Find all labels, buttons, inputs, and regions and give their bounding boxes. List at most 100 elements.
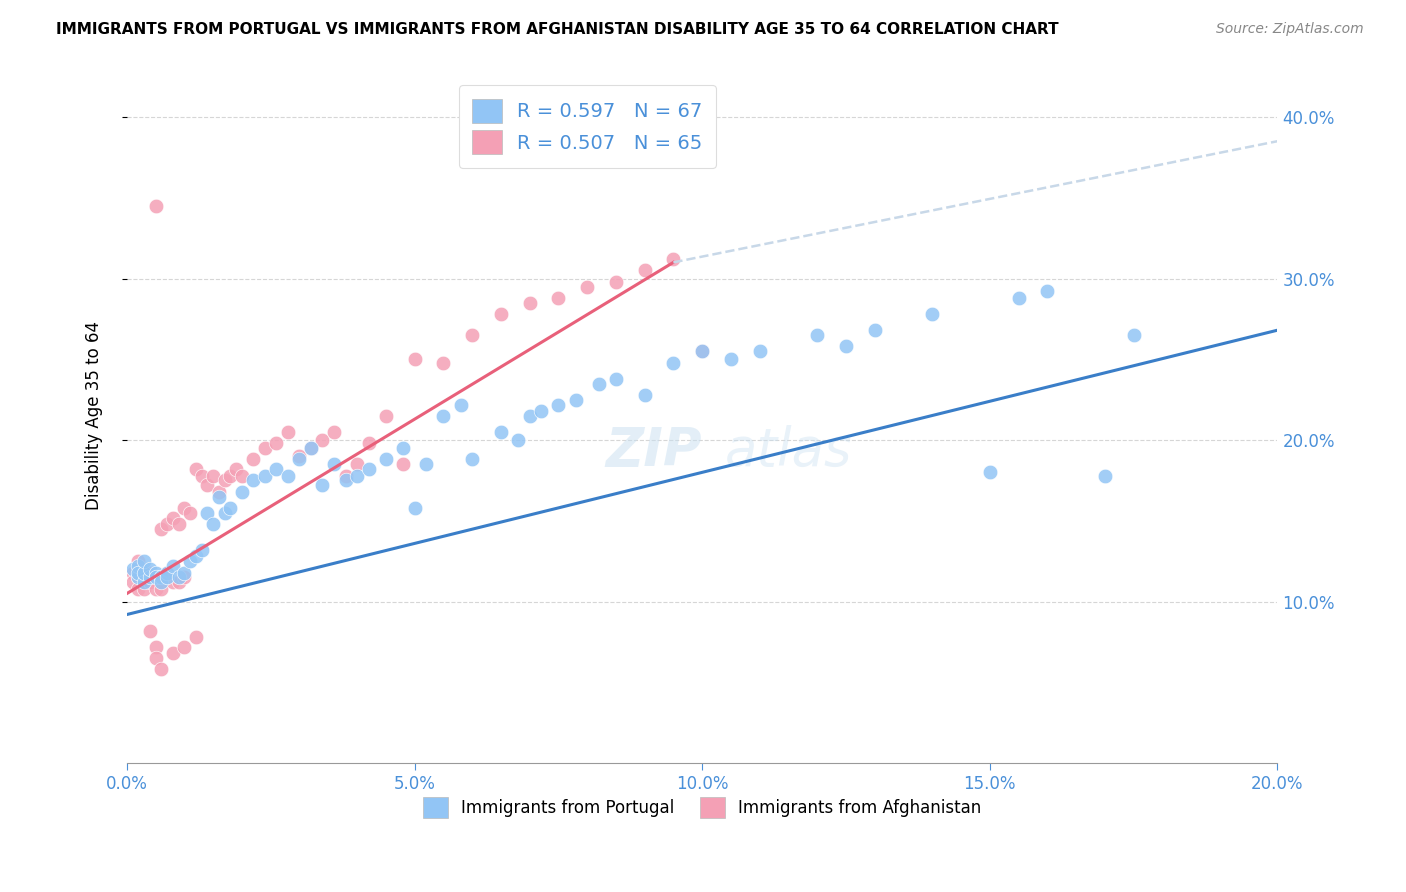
- Point: [179, 506, 201, 520]
- Point: [167, 517, 190, 532]
- Point: [139, 624, 162, 638]
- Point: [197, 478, 219, 492]
- Point: [1036, 285, 1059, 299]
- Point: [979, 466, 1001, 480]
- Point: [489, 307, 512, 321]
- Point: [748, 344, 770, 359]
- Point: [139, 566, 162, 580]
- Point: [150, 575, 173, 590]
- Point: [134, 582, 156, 596]
- Point: [145, 640, 167, 654]
- Point: [162, 559, 184, 574]
- Point: [202, 517, 225, 532]
- Point: [461, 328, 484, 343]
- Point: [323, 425, 346, 439]
- Point: [173, 566, 195, 580]
- Point: [150, 662, 173, 676]
- Point: [253, 441, 276, 455]
- Point: [127, 559, 149, 574]
- Point: [231, 484, 253, 499]
- Point: [162, 646, 184, 660]
- Point: [173, 500, 195, 515]
- Point: [806, 328, 828, 343]
- Point: [134, 554, 156, 568]
- Point: [450, 397, 472, 411]
- Point: [134, 566, 156, 580]
- Point: [150, 522, 173, 536]
- Point: [121, 575, 143, 590]
- Point: [662, 355, 685, 369]
- Point: [202, 468, 225, 483]
- Point: [720, 352, 742, 367]
- Point: [139, 570, 162, 584]
- Point: [519, 295, 541, 310]
- Point: [145, 582, 167, 596]
- Point: [266, 436, 288, 450]
- Point: [1094, 468, 1116, 483]
- Point: [335, 468, 357, 483]
- Point: [662, 252, 685, 267]
- Point: [253, 468, 276, 483]
- Point: [184, 549, 207, 564]
- Point: [564, 392, 586, 407]
- Point: [921, 307, 943, 321]
- Point: [547, 397, 569, 411]
- Point: [415, 457, 437, 471]
- Point: [184, 630, 207, 644]
- Text: atlas: atlas: [725, 425, 852, 476]
- Point: [242, 474, 264, 488]
- Point: [530, 404, 553, 418]
- Point: [519, 409, 541, 423]
- Point: [374, 452, 396, 467]
- Point: [1007, 291, 1029, 305]
- Point: [139, 575, 162, 590]
- Point: [208, 484, 231, 499]
- Point: [127, 570, 149, 584]
- Point: [374, 409, 396, 423]
- Point: [127, 566, 149, 580]
- Point: [190, 542, 212, 557]
- Point: [346, 457, 368, 471]
- Point: [346, 468, 368, 483]
- Point: [156, 566, 179, 580]
- Point: [242, 452, 264, 467]
- Point: [588, 376, 610, 391]
- Point: [145, 651, 167, 665]
- Y-axis label: Disability Age 35 to 64: Disability Age 35 to 64: [86, 321, 103, 510]
- Point: [173, 640, 195, 654]
- Text: IMMIGRANTS FROM PORTUGAL VS IMMIGRANTS FROM AFGHANISTAN DISABILITY AGE 35 TO 64 : IMMIGRANTS FROM PORTUGAL VS IMMIGRANTS F…: [56, 22, 1059, 37]
- Point: [134, 575, 156, 590]
- Point: [127, 582, 149, 596]
- Point: [299, 441, 322, 455]
- Point: [219, 500, 242, 515]
- Point: [150, 570, 173, 584]
- Point: [835, 339, 858, 353]
- Point: [357, 436, 380, 450]
- Point: [404, 352, 426, 367]
- Point: [225, 462, 247, 476]
- Point: [156, 517, 179, 532]
- Point: [432, 409, 454, 423]
- Point: [432, 355, 454, 369]
- Point: [162, 510, 184, 524]
- Point: [633, 388, 655, 402]
- Point: [231, 468, 253, 483]
- Point: [145, 199, 167, 213]
- Point: [167, 570, 190, 584]
- Point: [605, 372, 627, 386]
- Point: [139, 562, 162, 576]
- Point: [1122, 328, 1144, 343]
- Text: Source: ZipAtlas.com: Source: ZipAtlas.com: [1216, 22, 1364, 37]
- Point: [173, 570, 195, 584]
- Point: [633, 263, 655, 277]
- Point: [214, 474, 236, 488]
- Point: [690, 344, 713, 359]
- Point: [277, 425, 299, 439]
- Point: [392, 441, 415, 455]
- Point: [288, 452, 311, 467]
- Point: [311, 433, 333, 447]
- Point: [190, 468, 212, 483]
- Point: [145, 570, 167, 584]
- Point: [127, 570, 149, 584]
- Point: [184, 462, 207, 476]
